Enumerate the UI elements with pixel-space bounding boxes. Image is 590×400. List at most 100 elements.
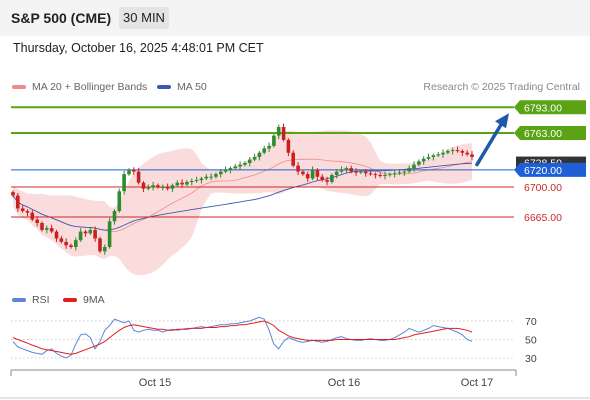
price-tag-6665.00: 6665.00 bbox=[524, 212, 562, 224]
rsi-tick-50: 50 bbox=[525, 335, 537, 347]
candle-body bbox=[30, 212, 35, 220]
candle-body bbox=[267, 145, 271, 149]
candle-body bbox=[243, 163, 247, 165]
price-tag-text: 6763.00 bbox=[524, 128, 562, 140]
candle-body bbox=[49, 228, 54, 232]
legend-swatch-bollinger bbox=[12, 85, 26, 90]
candle-body bbox=[320, 176, 324, 181]
candle-body bbox=[185, 181, 189, 185]
candle-body bbox=[20, 208, 25, 211]
price-tag-bg bbox=[514, 162, 586, 177]
header-bar: S&P 500 (CME) 30 MIN bbox=[0, 0, 590, 36]
candle-body bbox=[441, 152, 445, 155]
candle-body bbox=[141, 182, 146, 189]
legend-rsi-label: RSI bbox=[32, 294, 50, 306]
candle-body bbox=[378, 175, 382, 176]
candle-body bbox=[426, 157, 431, 159]
candle-body bbox=[190, 181, 194, 182]
candle-body bbox=[286, 139, 291, 153]
candle-body bbox=[136, 171, 141, 183]
candle-body bbox=[412, 164, 416, 169]
candle-body bbox=[45, 228, 49, 230]
candle-body bbox=[465, 152, 469, 155]
candle-body bbox=[373, 174, 378, 176]
candle-body bbox=[334, 171, 339, 175]
price-tag-text: 6720.00 bbox=[524, 165, 562, 177]
candle-body bbox=[219, 171, 223, 175]
candle-body bbox=[146, 187, 151, 189]
legend-ma9: 9MA bbox=[63, 294, 105, 306]
candle-body bbox=[344, 168, 349, 170]
candle-body bbox=[194, 180, 199, 182]
x-tick-label: Oct 16 bbox=[328, 377, 360, 389]
candle-body bbox=[339, 169, 344, 172]
candle-body bbox=[103, 247, 107, 252]
rsi-ma9-line bbox=[12, 320, 473, 355]
candle-body bbox=[349, 168, 353, 172]
candle-body bbox=[165, 187, 170, 189]
candle-body bbox=[25, 211, 30, 213]
forecast-arrow-head bbox=[495, 113, 509, 129]
price-tag-6700.00: 6700.00 bbox=[524, 182, 562, 194]
candle-body bbox=[69, 245, 73, 247]
candle-body bbox=[392, 173, 397, 175]
rsi-tick-70: 70 bbox=[525, 316, 537, 328]
candle-body bbox=[450, 150, 455, 152]
candle-body bbox=[107, 221, 112, 247]
price-tag-6763.00: 6763.00 bbox=[514, 126, 586, 140]
legend-ma9-label: 9MA bbox=[83, 294, 105, 306]
candle-body bbox=[363, 171, 368, 174]
candle-body bbox=[305, 174, 310, 179]
candle-body bbox=[301, 171, 305, 175]
candle-body bbox=[78, 231, 83, 241]
price-tag-6720.00: 6720.00 bbox=[514, 162, 586, 177]
candle-body bbox=[247, 159, 252, 163]
price-tag-6793.00: 6793.00 bbox=[514, 100, 586, 115]
candle-body bbox=[170, 185, 175, 189]
timeframe-button[interactable]: 30 MIN bbox=[119, 7, 169, 29]
price-tag-bg bbox=[514, 100, 586, 115]
x-tick-label: Oct 15 bbox=[139, 377, 171, 389]
candle-body bbox=[252, 157, 257, 160]
candle-body bbox=[310, 169, 315, 179]
candle-body bbox=[291, 152, 295, 166]
candle-body bbox=[455, 150, 460, 152]
candle-body bbox=[151, 185, 155, 187]
candle-body bbox=[276, 127, 281, 136]
price-tag-text: 6700.00 bbox=[524, 182, 562, 194]
candle-body bbox=[417, 161, 421, 165]
candle-body bbox=[397, 172, 402, 174]
candle-body bbox=[325, 180, 329, 182]
price-tag-bg bbox=[514, 126, 586, 140]
candle-body bbox=[175, 182, 180, 186]
candle-body bbox=[54, 231, 59, 239]
candle-body bbox=[59, 238, 64, 242]
candle-body bbox=[233, 166, 238, 169]
candle-body bbox=[156, 185, 160, 187]
candle-body bbox=[238, 164, 242, 167]
candle-body bbox=[257, 152, 262, 157]
candle-body bbox=[64, 241, 68, 246]
candle-body bbox=[388, 174, 392, 176]
x-tick-label: Oct 17 bbox=[461, 377, 493, 389]
candle-body bbox=[470, 154, 474, 157]
candle-body bbox=[117, 191, 122, 211]
candle-body bbox=[11, 192, 15, 196]
candle-body bbox=[209, 176, 213, 178]
candle-body bbox=[262, 148, 266, 153]
price-tag-text: 6665.00 bbox=[524, 212, 562, 224]
candle-body bbox=[83, 231, 88, 234]
legend-bollinger: MA 20 + Bollinger Bands bbox=[12, 81, 147, 93]
candle-body bbox=[127, 169, 131, 175]
candle-body bbox=[161, 187, 165, 188]
candle-body bbox=[74, 240, 78, 247]
candle-body bbox=[112, 211, 117, 222]
candle-body bbox=[330, 175, 334, 182]
candle-body bbox=[272, 135, 276, 146]
legend-bollinger-label: MA 20 + Bollinger Bands bbox=[32, 81, 148, 93]
legend-ma50: MA 50 bbox=[157, 81, 207, 93]
candle-body bbox=[93, 229, 97, 239]
candle-body bbox=[16, 195, 20, 209]
symbol-title: S&P 500 (CME) bbox=[11, 10, 112, 26]
